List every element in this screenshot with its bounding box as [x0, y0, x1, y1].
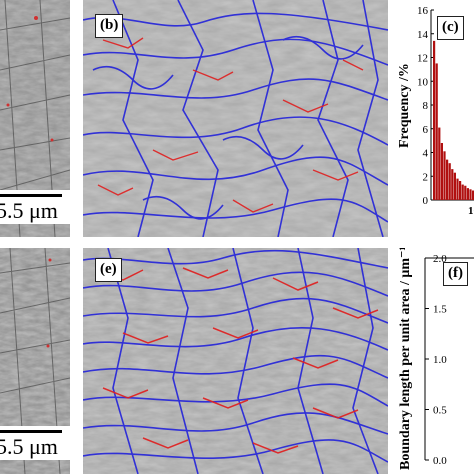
chart-f-plot: 0.00.51.01.52.0 — [424, 253, 474, 467]
chart-f-ytick-label: 1.0 — [433, 354, 447, 366]
chart-c-bar — [464, 185, 467, 200]
chart-c-ytick-label: 2 — [423, 171, 429, 183]
boundary-texture-e — [83, 248, 388, 474]
chart-c-bar — [433, 40, 436, 200]
chart-c-bar — [446, 159, 449, 200]
boundary-map-b: (b) — [83, 0, 388, 237]
boundary-texture-b — [83, 0, 388, 237]
scalebar-d: 5.5 μm — [0, 426, 70, 460]
chart-f-ytick-label: 1.5 — [433, 304, 447, 316]
chart-c-bar — [451, 169, 454, 200]
chart-c-bar — [456, 178, 459, 200]
chart-c-ytick-label: 0 — [423, 195, 429, 207]
chart-c-ytick-label: 6 — [423, 124, 429, 136]
scalebar-line-d — [0, 430, 62, 433]
chart-c-bar — [453, 172, 456, 200]
scalebar-a: 5.5 μm — [0, 190, 70, 224]
chart-c: Frequency /% 0 2 4 6 8 10 12 14 16 10 (c) — [395, 0, 474, 237]
scalebar-label-a: 5.5 μm — [0, 198, 58, 223]
chart-c-bar — [472, 190, 474, 200]
chart-c-plot: 0 2 4 6 8 10 12 14 16 10 — [417, 5, 474, 217]
chart-c-bar — [461, 184, 464, 200]
chart-c-bar — [448, 163, 451, 200]
scalebar-line-a — [0, 194, 62, 197]
chart-f: Boundary length per unit area / μm⁻¹ 0.0… — [395, 248, 474, 474]
sem-image-a: 5.5 μm — [0, 0, 70, 237]
chart-c-ylabel: Frequency /% — [397, 63, 412, 148]
panel-label-b: (b) — [95, 14, 124, 38]
panel-label-f: (f) — [443, 262, 468, 286]
panel-label-e: (e) — [95, 258, 122, 282]
chart-c-xtick-label: 10 — [468, 205, 474, 217]
boundary-map-e: (e) — [83, 248, 388, 474]
chart-c-ytick-label: 10 — [417, 76, 429, 88]
chart-c-bar — [438, 127, 441, 200]
panel-label-c: (c) — [437, 16, 464, 40]
chart-c-ytick-label: 12 — [417, 53, 428, 65]
chart-c-ytick-label: 16 — [417, 5, 429, 17]
chart-c-bar — [440, 143, 443, 200]
sem-image-d: 5.5 μm — [0, 248, 70, 474]
chart-f-ytick-label: 0.0 — [433, 455, 447, 467]
scalebar-label-d: 5.5 μm — [0, 434, 58, 459]
chart-c-bar — [469, 189, 472, 200]
chart-c-bar — [435, 63, 438, 200]
chart-c-ytick-label: 8 — [423, 100, 429, 112]
chart-c-ytick-label: 14 — [417, 29, 429, 41]
chart-c-ytick-label: 4 — [423, 148, 429, 160]
chart-c-bar — [459, 181, 462, 200]
chart-c-bar — [443, 151, 446, 200]
chart-f-ytick-label: 0.5 — [433, 405, 447, 417]
chart-c-bar — [466, 188, 469, 200]
chart-f-ylabel: Boundary length per unit area / μm⁻¹ — [398, 248, 413, 470]
